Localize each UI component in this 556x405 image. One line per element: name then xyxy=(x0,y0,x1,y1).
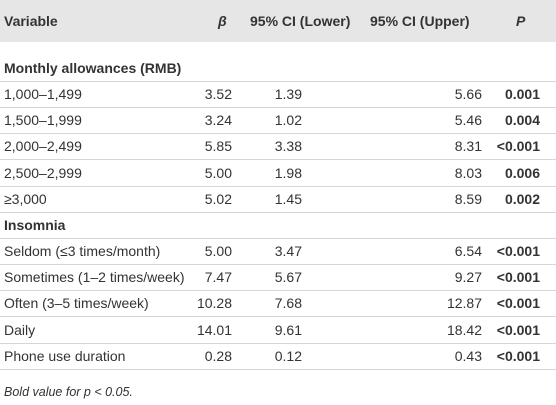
cell-value: 3.47 xyxy=(274,243,302,260)
row-divider xyxy=(0,211,556,213)
row-label: 2,500–2,999 xyxy=(4,164,82,181)
cell-value: 3.38 xyxy=(274,138,302,155)
row-label: Daily xyxy=(4,321,36,338)
cell-value: 0.006 xyxy=(504,164,540,181)
cell-value: <0.001 xyxy=(496,347,540,364)
section-title: Monthly allowances (RMB) xyxy=(4,60,182,76)
cell-value: 8.31 xyxy=(454,138,482,155)
cell-value: 1.39 xyxy=(274,86,302,103)
cell-value: <0.001 xyxy=(496,321,540,338)
cell-value: 1.02 xyxy=(274,112,302,129)
row-divider xyxy=(0,264,556,266)
cell-value: 12.87 xyxy=(446,295,482,312)
cell-value: 5.67 xyxy=(274,269,302,286)
row-divider xyxy=(0,81,556,82)
footnote: Bold value for p < 0.05. xyxy=(4,385,133,399)
cell-value: <0.001 xyxy=(496,295,540,312)
column-header: β xyxy=(218,13,227,29)
cell-value: 0.28 xyxy=(204,347,232,364)
row-divider xyxy=(0,185,556,187)
cell-value: 5.00 xyxy=(204,164,232,181)
cell-value: 0.002 xyxy=(504,190,540,207)
row-label: Seldom (≤3 times/month) xyxy=(4,243,161,260)
cell-value: 5.85 xyxy=(204,138,232,155)
row-label: Often (3–5 times/week) xyxy=(4,295,149,312)
row-label: Sometimes (1–2 times/week) xyxy=(4,269,185,286)
cell-value: 0.004 xyxy=(504,112,540,129)
column-header: P xyxy=(516,13,526,29)
cell-value: 0.43 xyxy=(454,347,482,364)
row-label: 2,000–2,499 xyxy=(4,138,82,155)
row-label: ≥3,000 xyxy=(4,190,47,207)
row-divider xyxy=(0,159,556,161)
cell-value: 0.001 xyxy=(504,86,540,103)
section-title: Insomnia xyxy=(4,216,66,233)
cell-value: 9.27 xyxy=(454,269,482,286)
row-label: 1,000–1,499 xyxy=(4,86,82,103)
row-label: Phone use duration xyxy=(4,347,126,364)
cell-value: 5.00 xyxy=(204,243,232,260)
header-row xyxy=(0,0,556,42)
cell-value: 8.59 xyxy=(454,190,482,207)
cell-value: 0.12 xyxy=(274,347,302,364)
cell-value: <0.001 xyxy=(496,243,540,260)
cell-value: 8.03 xyxy=(454,164,482,181)
cell-value: <0.001 xyxy=(496,138,540,155)
cell-value: 18.42 xyxy=(446,321,482,338)
column-header: Variable xyxy=(4,13,58,29)
cell-value: 9.61 xyxy=(274,321,302,338)
cell-value: 1.45 xyxy=(274,190,302,207)
cell-value: 3.24 xyxy=(204,112,232,129)
cell-value: <0.001 xyxy=(496,269,540,286)
cell-value: 3.52 xyxy=(204,86,232,103)
row-divider xyxy=(0,316,556,318)
cell-value: 5.46 xyxy=(454,112,482,129)
cell-value: 7.68 xyxy=(274,295,302,312)
cell-value: 7.47 xyxy=(204,269,232,286)
cell-value: 5.66 xyxy=(454,86,482,103)
row-divider xyxy=(0,133,556,135)
cell-value: 10.28 xyxy=(196,295,232,312)
row-divider xyxy=(0,107,556,109)
cell-value: 14.01 xyxy=(196,321,232,338)
cell-value: 6.54 xyxy=(454,243,482,260)
column-header: 95% CI (Lower) xyxy=(250,13,351,29)
column-header: 95% CI (Upper) xyxy=(370,13,470,29)
row-divider xyxy=(0,368,556,370)
cell-value: 5.02 xyxy=(204,190,232,207)
row-label: 1,500–1,999 xyxy=(4,112,82,129)
row-divider xyxy=(0,342,556,344)
row-divider xyxy=(0,290,556,292)
row-divider xyxy=(0,237,556,239)
cell-value: 1.98 xyxy=(274,164,302,181)
